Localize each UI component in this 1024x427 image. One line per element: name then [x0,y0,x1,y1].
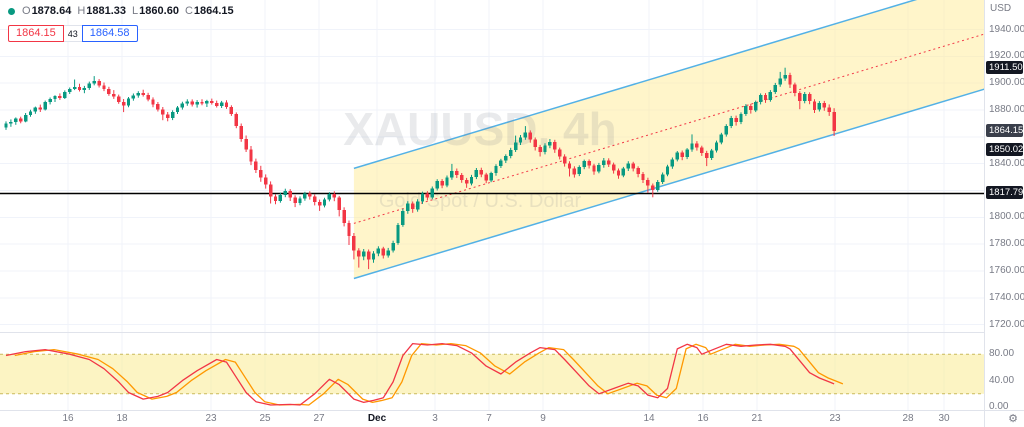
price-tick-label: 1940.00 [989,24,1024,35]
pane-divider[interactable] [0,332,984,333]
price-tick-label: 1800.00 [989,211,1024,222]
stoch-band-fill [0,354,984,394]
time-axis[interactable]: 16 18 23 25 27 Dec 3 7 9 14 16 21 23 28 30 [0,410,984,427]
time-tick-label: 27 [313,413,325,424]
price-marker-label: 1850.02 [986,143,1023,156]
buy-price-button[interactable]: 1864.58 [81,25,138,42]
time-tick-label: 21 [751,413,763,424]
time-tick-label: 28 [902,413,914,424]
channel-upper-line [353,0,918,170]
time-tick-label: 7 [486,413,492,424]
stochastic-pane[interactable] [0,333,984,410]
stoch-tick-label: 40.00 [989,375,1015,386]
price-tick-label: 1780.00 [989,238,1024,249]
time-tick-label: 25 [259,413,271,424]
time-tick-label: 23 [205,413,217,424]
time-tick-label: 16 [62,413,74,424]
ohlc-open: O1878.64 [22,5,72,17]
time-tick-label: 3 [432,413,438,424]
price-marker-label: 1864.15 [986,124,1023,137]
spread-value: 43 [63,25,82,42]
stoch-d-line [14,342,844,406]
price-tick-label: 1840.00 [989,158,1024,169]
price-axis[interactable]: USD 1940.00 1920.00 1900.00 1880.00 1840.00 1… [984,0,1024,412]
price-tick-label: 1740.00 [989,292,1024,303]
price-tick-label: 1720.00 [989,319,1024,330]
symbol-status-dot [8,7,15,15]
time-tick-label: Dec [367,413,387,424]
time-tick-label: 18 [116,413,128,424]
price-marker-label: 1817.79 [986,186,1023,199]
buy-sell-widget: 1864.15 43 1864.58 [8,25,138,42]
channel-fill [353,0,984,279]
ohlc-legend: O1878.64 H1881.33 L1860.60 C1864.15 [8,5,240,17]
channel-lower-line [353,88,984,280]
ohlc-low: L1860.60 [132,5,179,17]
price-marker-label: 1911.50 [986,61,1023,74]
time-tick-label: 9 [540,413,546,424]
price-tick-label: 1880.00 [989,104,1024,115]
stoch-tick-label: 80.00 [989,348,1015,359]
gear-icon[interactable]: ⚙ [1008,412,1018,425]
price-tick-label: 1920.00 [989,50,1024,61]
watermark-symbol: XAUUSD, 4h [343,103,616,155]
axis-corner: ⚙ [984,410,1024,427]
price-tick-label: 1900.00 [989,77,1024,88]
time-tick-label: 14 [643,413,655,424]
time-tick-label: 23 [829,413,841,424]
price-tick-label: 1760.00 [989,265,1024,276]
currency-label: USD [990,3,1012,14]
stoch-k-line [5,342,835,406]
time-tick-label: 30 [938,413,950,424]
price-chart-pane[interactable]: XAUUSD, 4h Gold Spot / U.S. Dollar [0,0,984,332]
candles [4,67,836,270]
sell-price-button[interactable]: 1864.15 [8,25,64,42]
watermark-description: Gold Spot / U.S. Dollar [379,190,582,212]
trend-channel [353,0,984,280]
time-tick-label: 16 [697,413,709,424]
stoch-tick-label: 0.00 [989,401,1009,412]
ohlc-high: H1881.33 [77,5,127,17]
channel-median-line [353,33,984,224]
ohlc-close: C1864.15 [184,5,234,17]
